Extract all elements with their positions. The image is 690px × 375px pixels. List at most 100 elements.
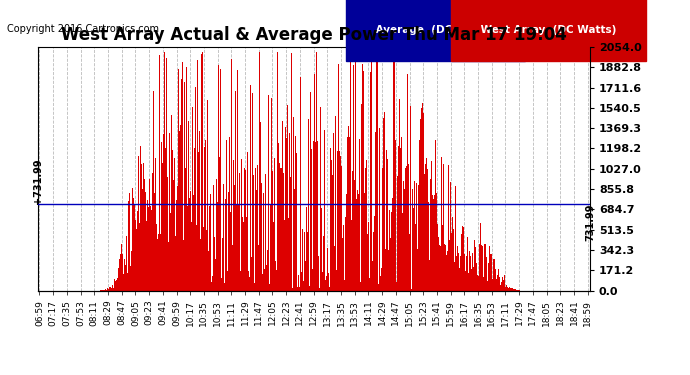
Bar	[477, 275, 478, 291]
Bar	[395, 140, 396, 291]
Bar	[487, 281, 488, 291]
Bar	[133, 198, 134, 291]
Bar	[291, 53, 293, 291]
Bar	[468, 256, 469, 291]
Bar	[471, 269, 472, 291]
Bar	[138, 156, 139, 291]
Bar	[366, 160, 367, 291]
Bar	[128, 201, 129, 291]
Bar	[304, 232, 305, 291]
Bar	[380, 276, 381, 291]
Text: West Array  (DC Watts): West Array (DC Watts)	[477, 25, 620, 35]
Bar	[495, 269, 496, 291]
Bar	[445, 218, 446, 291]
Bar	[116, 280, 117, 291]
Bar	[363, 71, 364, 291]
Bar	[508, 288, 509, 291]
Bar	[247, 152, 248, 291]
Bar	[169, 227, 170, 291]
Bar	[301, 246, 302, 291]
Bar	[501, 282, 502, 291]
Bar	[124, 260, 126, 291]
Bar	[379, 129, 380, 291]
Bar	[222, 237, 223, 291]
Bar	[434, 195, 435, 291]
Bar	[428, 189, 429, 291]
Bar	[146, 159, 148, 291]
Bar	[400, 148, 402, 291]
Bar	[270, 204, 271, 291]
Text: +731.99: +731.99	[33, 158, 43, 204]
Bar	[454, 262, 455, 291]
Bar	[453, 229, 454, 291]
Bar	[421, 108, 422, 291]
Bar	[235, 91, 236, 291]
Bar	[193, 195, 194, 291]
Bar	[419, 140, 420, 291]
Bar	[262, 274, 264, 291]
Bar	[215, 259, 216, 291]
Bar	[141, 164, 142, 291]
Bar	[233, 86, 235, 291]
Bar	[182, 62, 183, 291]
Bar	[382, 168, 383, 291]
Bar	[317, 141, 318, 291]
Bar	[219, 158, 220, 291]
Bar	[399, 99, 400, 291]
Bar	[435, 238, 436, 291]
Bar	[347, 136, 348, 291]
Bar	[499, 277, 500, 291]
Bar	[172, 249, 173, 291]
Bar	[143, 164, 144, 291]
Bar	[284, 210, 286, 291]
Bar	[516, 290, 517, 291]
Bar	[220, 69, 221, 291]
Bar	[225, 199, 226, 291]
Bar	[208, 251, 209, 291]
Bar	[491, 254, 492, 291]
Bar	[446, 255, 447, 291]
Bar	[204, 166, 206, 291]
Bar	[258, 245, 259, 291]
Bar	[306, 207, 307, 291]
Bar	[414, 181, 415, 291]
Bar	[211, 282, 212, 291]
Bar	[386, 150, 387, 291]
Bar	[373, 232, 374, 291]
Bar	[253, 175, 254, 291]
Bar	[251, 256, 252, 291]
Bar	[344, 280, 345, 291]
Bar	[122, 254, 123, 291]
Bar	[350, 57, 351, 291]
Bar	[162, 163, 163, 291]
Bar	[313, 284, 315, 291]
Bar	[139, 223, 140, 291]
Bar	[149, 179, 150, 291]
Bar	[278, 211, 279, 291]
Bar	[199, 131, 200, 291]
Bar	[191, 222, 192, 291]
Bar	[475, 248, 476, 291]
Bar	[469, 251, 470, 291]
Bar	[318, 256, 319, 291]
Bar	[295, 136, 296, 291]
Text: 731.99: 731.99	[585, 204, 595, 241]
Bar	[359, 139, 360, 291]
Bar	[425, 165, 426, 291]
Bar	[107, 288, 108, 291]
Bar	[353, 65, 354, 291]
Bar	[486, 253, 487, 291]
Bar	[476, 263, 477, 291]
Bar	[369, 278, 370, 291]
Bar	[287, 105, 288, 291]
Bar	[320, 106, 321, 291]
Bar	[426, 158, 427, 291]
Bar	[443, 164, 444, 291]
Bar	[131, 251, 132, 291]
Bar	[383, 118, 384, 291]
Bar	[136, 229, 137, 291]
Bar	[111, 288, 112, 291]
Bar	[466, 256, 467, 291]
Bar	[410, 269, 411, 291]
Bar	[408, 164, 409, 291]
